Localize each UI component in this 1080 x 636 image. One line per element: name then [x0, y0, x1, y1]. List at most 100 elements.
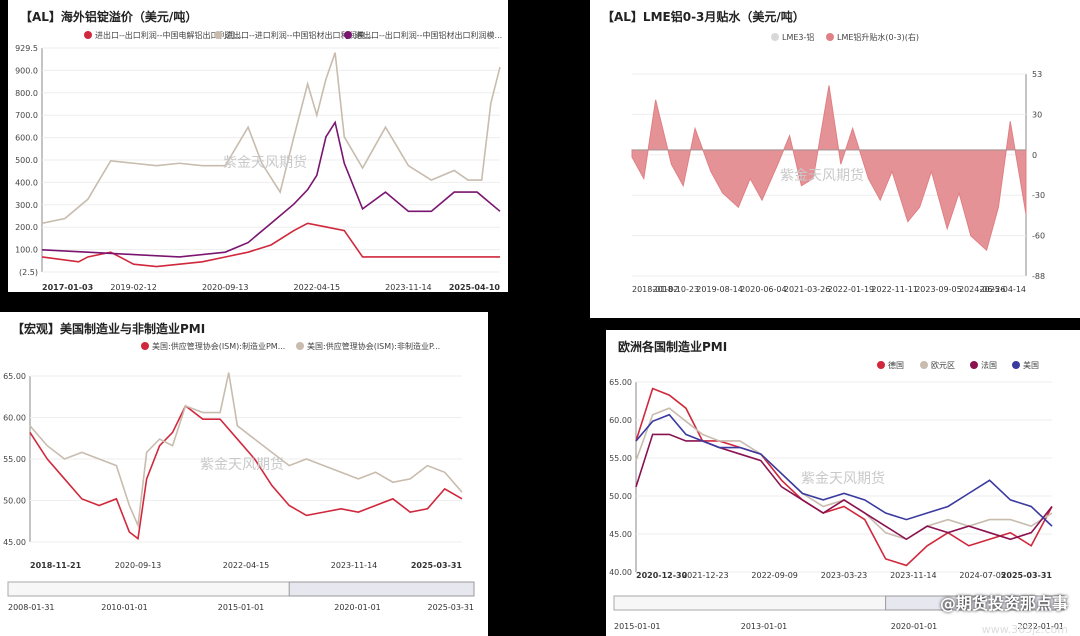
chart-title: 【AL】LME铝0-3月贴水（美元/吨）: [602, 10, 805, 24]
legend-marker: [877, 361, 885, 369]
y-tick-label: 929.5: [15, 44, 38, 53]
y-tick-label: 100.0: [15, 246, 38, 255]
x-tick-label: 2022-01-19: [828, 285, 875, 294]
y-tick-label: 65.00: [609, 378, 632, 387]
x-tick-label: 2025-04-10: [449, 283, 501, 292]
watermark: 紫金天风期货: [801, 471, 885, 487]
legend-marker: [920, 361, 928, 369]
navigator-selection: [288, 581, 475, 597]
y-tick-label: (2.5): [19, 268, 38, 277]
navigator-tick-label: 2008-01-31: [8, 603, 55, 612]
legend-label: 德国: [888, 360, 904, 370]
navigator-tick-label: 2015-01-01: [218, 603, 265, 612]
legend-label: LME铝升贴水(0-3)(右): [837, 32, 919, 42]
x-tick-label: 2023-11-14: [331, 561, 378, 570]
x-tick-label: 2018-10-23: [653, 285, 700, 294]
x-tick-label: 2025-03-31: [411, 561, 463, 570]
navigator-tick-label: 2015-01-01: [614, 622, 661, 631]
y-tick-label: 50.00: [609, 492, 632, 501]
legend-label: 进出口--出口利润--中国铝材出口利润模...: [355, 30, 502, 40]
legend-marker: [826, 33, 834, 41]
legend-marker: [214, 31, 222, 39]
chart-al-premium: 929.5 900.0 800.0 700.0 600.0 500.0 400.0 300.0…: [15, 30, 502, 292]
navigator-tick-label: 2020-01-01: [334, 603, 381, 612]
series-line: [635, 413, 1053, 527]
navigator-tick-label: 2010-01-01: [101, 603, 148, 612]
legend-marker: [84, 31, 92, 39]
series-line: [29, 372, 463, 529]
panel-us-pmi: 【宏观】美国制造业与非制造业PMI 65.00 60.00 55.00 50.00 45…: [0, 312, 488, 636]
legend-label: 进出口--进口利润--中国铝材出口利润模...: [225, 30, 372, 40]
url-watermark: www.365jz.com: [981, 623, 1068, 636]
x-tick-label: 2020-09-13: [202, 283, 249, 292]
series-line: [635, 407, 1053, 541]
y-tick-label: 55.00: [3, 455, 26, 464]
x-tick-label: 2022-09-09: [751, 571, 798, 580]
x-tick-label: 2023-03-23: [821, 571, 868, 580]
chart-title: 【宏观】美国制造业与非制造业PMI: [12, 322, 206, 336]
legend-label: 美国:供应管理协会(ISM):制造业PM...: [152, 341, 285, 351]
chart-lme-spread: 53 30 0 -30 -60 -88 2018-01-022018-10-232019-0…: [631, 32, 1045, 294]
x-tick-label: 2022-04-15: [294, 283, 341, 292]
legend-label: 进出口--出口利润--中国电解铝出口利润...: [95, 30, 242, 40]
y-tick-label: 700.0: [15, 111, 38, 120]
navigator-tick-label: 2013-01-01: [741, 622, 788, 631]
y-tick-label: 30: [1032, 110, 1042, 119]
legend-label: 美国: [1023, 360, 1039, 370]
y-tick-label: 200.0: [15, 223, 38, 232]
x-tick-label: 2018-11-21: [30, 561, 82, 570]
legend-label: 欧元区: [931, 360, 955, 370]
x-tick-label: 2020-09-13: [115, 561, 162, 570]
series-line: [41, 222, 500, 268]
series-line: [41, 120, 501, 258]
y-tick-label: 600.0: [15, 134, 38, 143]
x-tick-label: 2017-01-03: [42, 283, 93, 292]
y-tick-label: 65.00: [3, 372, 26, 381]
x-tick-label: 2022-04-15: [223, 561, 270, 570]
y-tick-label: -60: [1032, 232, 1045, 241]
legend-marker: [296, 342, 304, 350]
x-tick-label: 2019-08-14: [696, 285, 743, 294]
chart-eu-pmi: 65.00 60.00 55.00 50.00 45.00 40.00 2020-12-30…: [609, 360, 1065, 631]
chart-us-pmi: 65.00 60.00 55.00 50.00 45.00 2018-11-21 2020-…: [3, 341, 475, 612]
y-tick-label: 900.0: [15, 66, 38, 75]
navigator-tick-label: 2022-01-01: [1018, 622, 1065, 631]
x-tick-label: 2024-07-05: [959, 571, 1006, 580]
y-tick-label: 60.00: [3, 414, 26, 423]
y-tick-label: 55.00: [609, 454, 632, 463]
y-tick-label: 45.00: [3, 538, 26, 547]
x-tick-label: 2018-01-02: [632, 285, 679, 294]
series-line: [29, 404, 463, 541]
panel-al-premium: 【AL】海外铝锭溢价（美元/吨） 929.5 900.0 800.0 700.0 600…: [8, 0, 508, 292]
y-tick-label: 0: [1032, 151, 1037, 160]
brand-watermark: @期货投资那点事: [939, 594, 1068, 613]
area-series: [631, 85, 1027, 252]
y-tick-label: 45.00: [609, 530, 632, 539]
legend-marker: [1012, 361, 1020, 369]
chart-title: 【AL】海外铝锭溢价（美元/吨）: [20, 10, 198, 24]
legend-marker: [771, 33, 779, 41]
watermark: 紫金天风期货: [200, 457, 284, 473]
legend-label: 美国:供应管理协会(ISM):非制造业P...: [307, 341, 440, 351]
legend-marker: [344, 31, 352, 39]
y-tick-label: 50.00: [3, 497, 26, 506]
series-line: [41, 52, 501, 225]
x-tick-label: 2022-11-11: [871, 285, 918, 294]
watermark: 紫金天风期货: [223, 155, 307, 171]
x-tick-label: 2023-11-14: [385, 283, 432, 292]
y-tick-label: 300.0: [15, 201, 38, 210]
watermark: 紫金天风期货: [780, 168, 864, 184]
x-tick-label: 2020-12-30: [636, 571, 688, 580]
y-tick-label: 800.0: [15, 89, 38, 98]
legend-label: LME3-铝: [782, 32, 814, 42]
y-tick-label: 40.00: [609, 568, 632, 577]
x-tick-label: 2023-11-14: [890, 571, 937, 580]
x-tick-label: 2019-02-12: [110, 283, 157, 292]
x-tick-label: 2024-06-26: [959, 285, 1006, 294]
panel-lme-spread: 【AL】LME铝0-3月贴水（美元/吨） 53 30 0 -30 -60 -88 2018-…: [590, 0, 1080, 318]
x-tick-label: 2023-09-05: [915, 285, 962, 294]
x-tick-label: 2021-03-26: [784, 285, 831, 294]
series-line: [635, 387, 1053, 567]
y-tick-label: -88: [1032, 272, 1045, 281]
y-tick-label: 53: [1032, 70, 1042, 79]
